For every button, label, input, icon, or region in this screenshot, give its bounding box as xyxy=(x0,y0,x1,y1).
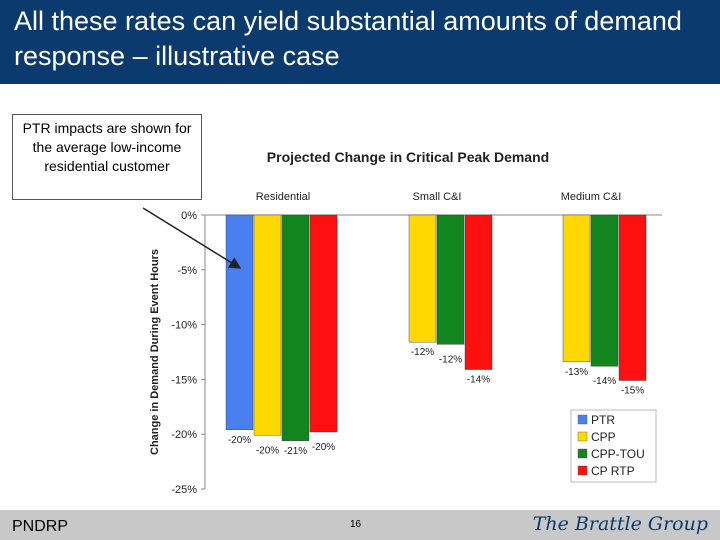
data-label: -20% xyxy=(312,442,335,453)
data-label: -12% xyxy=(439,354,462,365)
bar xyxy=(590,214,619,367)
chart-title: Projected Change in Critical Peak Demand xyxy=(267,149,549,165)
data-label: -21% xyxy=(284,446,307,457)
data-label: -20% xyxy=(256,445,279,456)
bar xyxy=(253,214,282,436)
bar xyxy=(281,214,310,441)
y-axis-label: Change in Demand During Event Hours xyxy=(149,249,161,455)
title-bar: All these rates can yield substantial am… xyxy=(0,0,720,84)
data-label: -13% xyxy=(565,367,588,378)
legend-swatch xyxy=(577,448,588,459)
legend-swatch xyxy=(577,465,588,476)
data-label: -15% xyxy=(621,385,644,396)
chart: Projected Change in Critical Peak Demand… xyxy=(142,149,662,496)
slide-title: All these rates can yield substantial am… xyxy=(14,6,682,71)
legend-label: CPP-TOU xyxy=(591,447,645,461)
legend-label: PTR xyxy=(591,413,615,427)
bar xyxy=(408,214,437,343)
callout-arrow xyxy=(142,207,242,269)
y-tick-label: -5% xyxy=(177,265,197,277)
category-label: Residential xyxy=(256,191,310,203)
callout-text: PTR impacts are shown for the average lo… xyxy=(22,120,192,174)
bar xyxy=(464,214,493,370)
bar xyxy=(436,214,465,345)
footer: PNDRP 16 The Brattle Group xyxy=(0,510,720,540)
category-label: Medium C&I xyxy=(561,191,622,203)
data-label: -14% xyxy=(593,376,616,387)
legend-label: CPP xyxy=(591,430,616,444)
page-number: 16 xyxy=(350,519,362,530)
data-label: -20% xyxy=(228,435,251,446)
legend-label: CP RTP xyxy=(591,464,635,478)
y-tick-label: -25% xyxy=(171,484,197,496)
brattle-logo: The Brattle Group xyxy=(532,513,708,535)
bar xyxy=(225,214,254,431)
data-label: -14% xyxy=(467,375,490,386)
y-tick-label: -10% xyxy=(171,320,197,332)
category-label: Small C&I xyxy=(413,191,462,203)
data-label: -12% xyxy=(411,347,434,358)
y-tick-label: -20% xyxy=(171,429,197,441)
title-underline xyxy=(0,78,720,84)
bar xyxy=(309,214,338,433)
y-tick-label: -15% xyxy=(171,374,197,386)
legend-swatch xyxy=(577,431,588,442)
legend-swatch xyxy=(577,414,588,425)
footer-label: PNDRP xyxy=(12,518,69,535)
y-tick-label: 0% xyxy=(181,210,197,222)
bar xyxy=(562,214,591,363)
callout-box: PTR impacts are shown for the average lo… xyxy=(12,114,202,200)
bar xyxy=(618,214,647,381)
